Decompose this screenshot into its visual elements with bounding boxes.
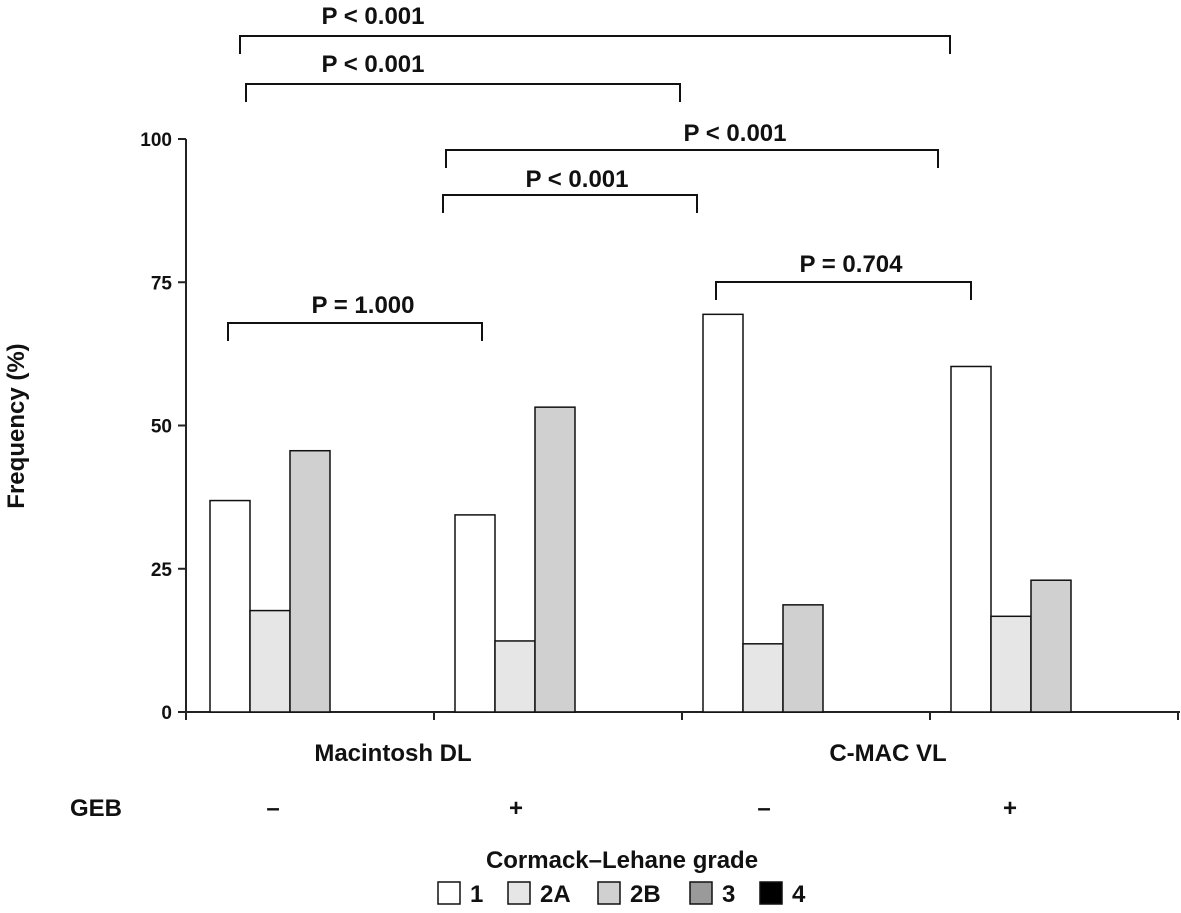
legend-label-3: 3 — [722, 881, 735, 908]
legend-swatch-2b — [597, 881, 621, 905]
p-value-label: P < 0.001 — [322, 3, 425, 30]
bar-grade-2b — [534, 406, 576, 713]
geb-signs: – + – + — [266, 795, 1017, 822]
y-axis: 0 25 50 75 100 — [140, 130, 187, 724]
bar-grade-2a — [249, 609, 291, 713]
x-axis: Macintosh DL C-MAC VL — [185, 711, 1180, 767]
geb-label: GEB — [70, 795, 122, 822]
legend-label-4: 4 — [792, 881, 806, 908]
significance-bracket — [445, 149, 939, 168]
legend-label-2b: 2B — [630, 881, 661, 908]
significance-bracket — [227, 322, 483, 341]
y-tick-label: 0 — [161, 703, 172, 724]
geb-sign: + — [1003, 795, 1017, 822]
bar-grade-1 — [950, 365, 992, 713]
significance-bracket — [239, 35, 951, 54]
legend-swatch-1 — [437, 881, 461, 905]
significance-bracket — [245, 83, 681, 102]
legend-swatch-4 — [759, 881, 783, 905]
y-tick-label: 50 — [151, 417, 172, 438]
y-tick-label: 75 — [151, 273, 173, 294]
p-value-label: P < 0.001 — [322, 51, 425, 78]
legend-title: Cormack–Lehane grade — [486, 847, 758, 874]
group-label: C-MAC VL — [829, 740, 946, 767]
bar-grade-2a — [990, 615, 1032, 713]
p-value-label: P < 0.001 — [526, 166, 629, 193]
bar-grade-1 — [454, 514, 496, 713]
bar-grade-2b — [1030, 579, 1072, 713]
significance-brackets: P < 0.001 P < 0.001 P < 0.001 P < 0.001 P = … — [227, 3, 972, 341]
y-axis-title: Frequency (%) — [3, 343, 30, 508]
geb-sign: – — [266, 795, 279, 822]
p-value-label: P = 0.704 — [800, 251, 904, 278]
bar-grade-2b — [782, 604, 824, 713]
bars — [209, 313, 1072, 713]
y-tick-label: 25 — [151, 560, 173, 581]
p-value-label: P < 0.001 — [684, 120, 787, 147]
legend-label-1: 1 — [470, 881, 483, 908]
bar-grade-1 — [209, 499, 251, 713]
bar-grade-2a — [742, 643, 784, 713]
group-label: Macintosh DL — [314, 740, 471, 767]
geb-sign: – — [757, 795, 770, 822]
bar-grade-1 — [702, 313, 744, 713]
bar-grade-2b — [289, 449, 331, 713]
significance-bracket — [715, 281, 972, 300]
legend-swatch-3 — [689, 881, 713, 905]
legend: Cormack–Lehane grade 1 2A 2B 3 4 — [437, 847, 806, 908]
y-tick-label: 100 — [140, 130, 172, 151]
geb-sign: + — [509, 795, 523, 822]
legend-label-2a: 2A — [540, 881, 571, 908]
legend-swatch-2a — [507, 881, 531, 905]
significance-bracket — [442, 194, 698, 213]
bar-grade-2a — [494, 640, 536, 713]
p-value-label: P = 1.000 — [312, 292, 415, 319]
